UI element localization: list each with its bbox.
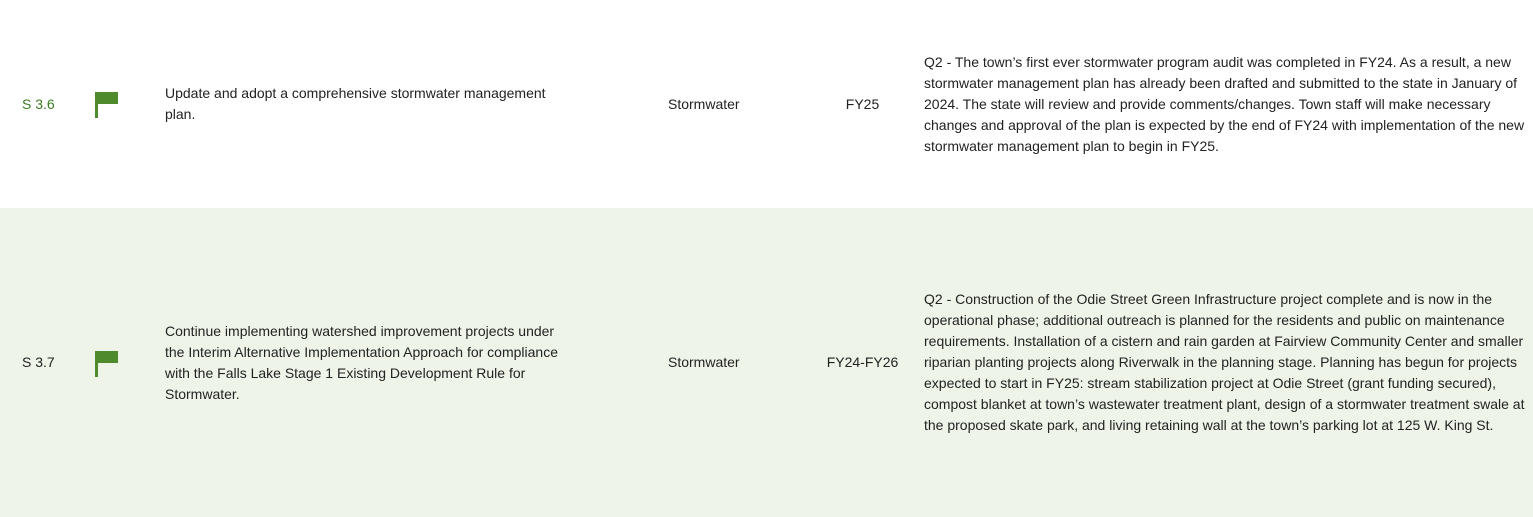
strategy-id: S 3.7 [22, 208, 82, 517]
timeframe: FY25 [810, 0, 915, 208]
timeframe-text: FY24-FY26 [826, 354, 899, 370]
description-text: Continue implementing watershed improvem… [165, 322, 558, 402]
strategy-id: S 3.6 [22, 0, 82, 208]
table-row: S 3.7 Continue implementing watershed imp… [0, 208, 1533, 517]
update-text: Q2 - The town’s first ever stormwater pr… [924, 53, 1525, 154]
category: Stormwater [668, 208, 778, 517]
flag-icon [95, 350, 118, 377]
category-text: Stormwater [668, 354, 740, 370]
description-text: Update and adopt a comprehensive stormwa… [165, 85, 546, 122]
table-row: S 3.6 Update and adopt a comprehensive st… [0, 0, 1533, 208]
timeframe-text: FY25 [845, 95, 880, 112]
category: Stormwater [668, 0, 778, 208]
strategy-id-text: S 3.6 [22, 95, 55, 112]
description: Update and adopt a comprehensive stormwa… [165, 0, 565, 208]
update-text: Q2 - Construction of the Odie Street Gre… [924, 291, 1525, 433]
timeframe: FY24-FY26 [810, 208, 915, 517]
update: Q2 - Construction of the Odie Street Gre… [924, 208, 1528, 517]
status-flag [92, 208, 132, 517]
strategy-id-text: S 3.7 [22, 354, 55, 370]
update: Q2 - The town’s first ever stormwater pr… [924, 0, 1528, 208]
flag-icon [95, 92, 118, 118]
status-flag [92, 0, 132, 208]
category-text: Stormwater [668, 95, 740, 112]
description: Continue implementing watershed improvem… [165, 208, 565, 517]
